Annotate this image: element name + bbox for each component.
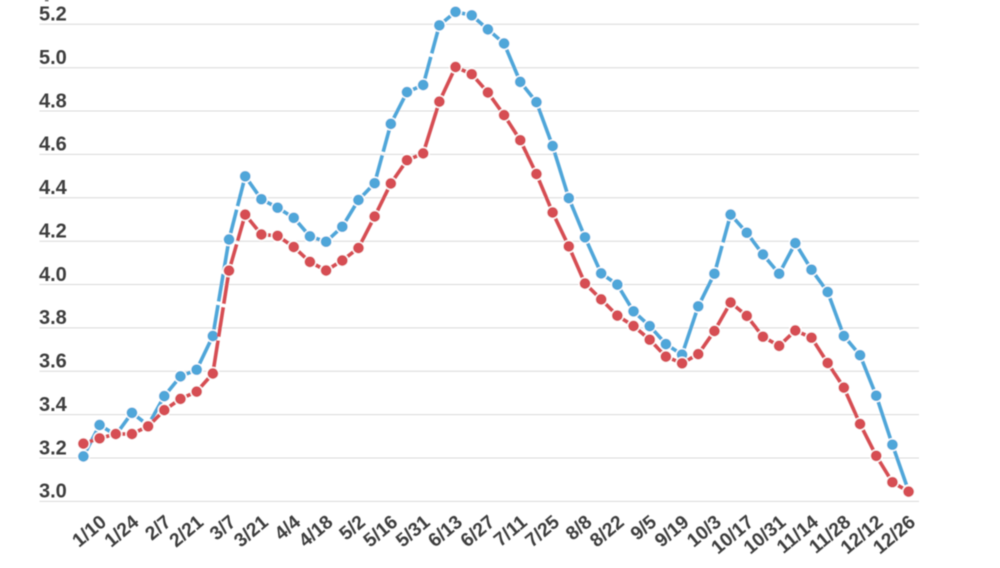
svg-text:4.0: 4.0 xyxy=(39,264,67,286)
svg-text:3.6: 3.6 xyxy=(39,351,67,373)
svg-text:3.8: 3.8 xyxy=(39,307,67,329)
svg-text:4.2: 4.2 xyxy=(39,221,67,243)
svg-text:5.0: 5.0 xyxy=(39,47,67,69)
svg-text:3.0: 3.0 xyxy=(39,481,67,503)
svg-text:4.6: 4.6 xyxy=(39,134,67,156)
svg-text:4.4: 4.4 xyxy=(39,177,68,199)
svg-text:5.2: 5.2 xyxy=(39,4,67,26)
svg-text:3.4: 3.4 xyxy=(39,394,68,416)
svg-text:4.8: 4.8 xyxy=(39,90,67,112)
svg-text:3.2: 3.2 xyxy=(39,437,67,459)
